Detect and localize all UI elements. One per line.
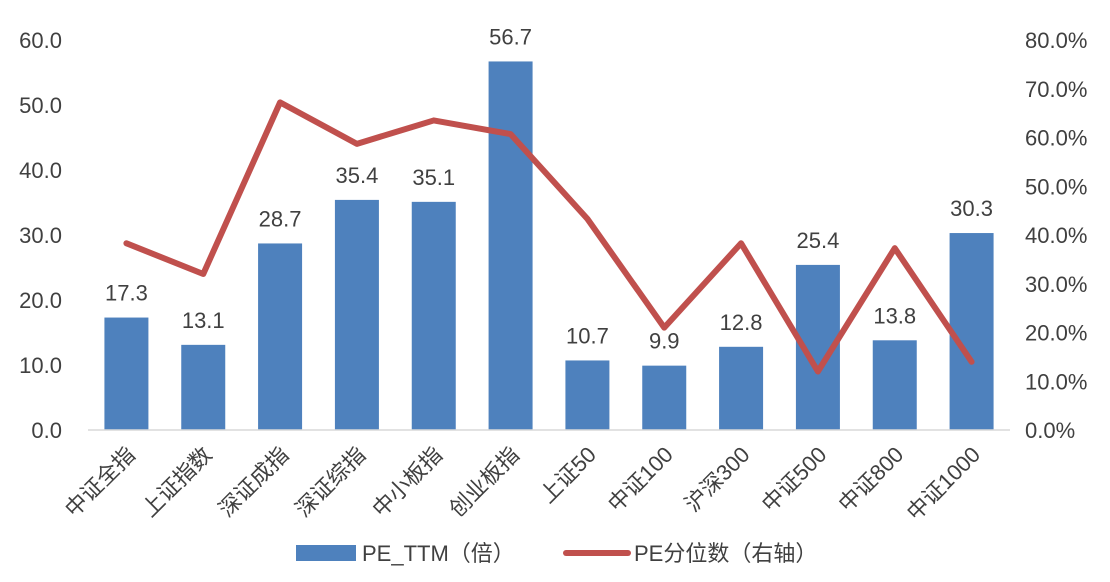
bar-value-label: 13.1 bbox=[182, 308, 225, 333]
bar bbox=[949, 233, 994, 430]
left-axis-tick-label: 40.0 bbox=[19, 158, 62, 183]
right-axis-tick-label: 20.0% bbox=[1025, 321, 1087, 346]
bar bbox=[181, 344, 226, 430]
category-label: 中证1000 bbox=[902, 442, 985, 525]
bar-value-labels: 17.3 13.1 28.7 35.4 35.1 56.7 10.7 9.9 12.8 25.4 1… bbox=[105, 24, 993, 353]
category-label: 中证500 bbox=[757, 442, 832, 517]
bar-value-label: 35.1 bbox=[412, 165, 455, 190]
left-axis-tick-label: 20.0 bbox=[19, 288, 62, 313]
bar-value-label: 56.7 bbox=[489, 24, 532, 49]
bar-value-label: 9.9 bbox=[649, 329, 680, 354]
bar-value-label: 17.3 bbox=[105, 281, 148, 306]
left-axis-tick-label: 60.0 bbox=[19, 28, 62, 53]
legend-swatch-bar bbox=[296, 545, 356, 561]
category-label: 深证综指 bbox=[291, 442, 371, 522]
right-axis-tick-label: 50.0% bbox=[1025, 174, 1087, 199]
category-label: 创业板指 bbox=[444, 442, 524, 522]
category-label: 中证全指 bbox=[60, 442, 140, 522]
right-axis-tick-label: 10.0% bbox=[1025, 369, 1087, 394]
left-axis-tick-label: 30.0 bbox=[19, 223, 62, 248]
bar-value-label: 25.4 bbox=[797, 228, 840, 253]
left-axis-tick-label: 0.0 bbox=[31, 418, 62, 443]
category-label: 中小板指 bbox=[367, 442, 447, 522]
right-axis-tick-label: 60.0% bbox=[1025, 126, 1087, 151]
bar bbox=[411, 201, 456, 430]
bar bbox=[565, 360, 610, 430]
category-label: 中证100 bbox=[603, 442, 678, 517]
bar-value-label: 35.4 bbox=[336, 163, 379, 188]
pe-percentile-line bbox=[123, 99, 975, 375]
bar bbox=[642, 365, 687, 430]
right-axis-tick-label: 40.0% bbox=[1025, 223, 1087, 248]
left-axis-tick-label: 10.0 bbox=[19, 353, 62, 378]
left-axis-tick-label: 50.0 bbox=[19, 93, 62, 118]
category-label: 中证800 bbox=[834, 442, 909, 517]
legend: PE_TTM（倍） PE分位数（右轴） bbox=[296, 541, 817, 566]
bar bbox=[719, 346, 764, 430]
bar-series bbox=[104, 61, 994, 430]
line-series bbox=[123, 99, 975, 375]
category-label: 上证50 bbox=[535, 442, 601, 508]
left-y-axis: 0.0 10.0 20.0 30.0 40.0 50.0 60.0 bbox=[19, 28, 62, 443]
bar-value-label: 10.7 bbox=[566, 323, 609, 348]
bar bbox=[258, 243, 303, 430]
bar-value-label: 28.7 bbox=[259, 206, 302, 231]
right-axis-tick-label: 30.0% bbox=[1025, 272, 1087, 297]
bar-value-label: 13.8 bbox=[873, 303, 916, 328]
right-axis-tick-label: 0.0% bbox=[1025, 418, 1075, 443]
bar-value-label: 30.3 bbox=[950, 196, 993, 221]
bar bbox=[104, 317, 149, 430]
legend-label-bar: PE_TTM（倍） bbox=[362, 541, 515, 566]
bar bbox=[488, 61, 533, 430]
category-label: 深证成指 bbox=[214, 442, 294, 522]
legend-label-line: PE分位数（右轴） bbox=[634, 541, 817, 566]
bar bbox=[334, 199, 379, 430]
bar bbox=[872, 340, 917, 430]
right-axis-tick-label: 80.0% bbox=[1025, 28, 1087, 53]
right-axis-tick-label: 70.0% bbox=[1025, 77, 1087, 102]
bar-value-label: 12.8 bbox=[720, 310, 763, 335]
category-label: 沪深300 bbox=[680, 442, 755, 517]
right-y-axis: 0.0% 10.0% 20.0% 30.0% 40.0% 50.0% 60.0% 70.0% 8… bbox=[1025, 28, 1087, 443]
category-label: 上证指数 bbox=[137, 442, 217, 522]
